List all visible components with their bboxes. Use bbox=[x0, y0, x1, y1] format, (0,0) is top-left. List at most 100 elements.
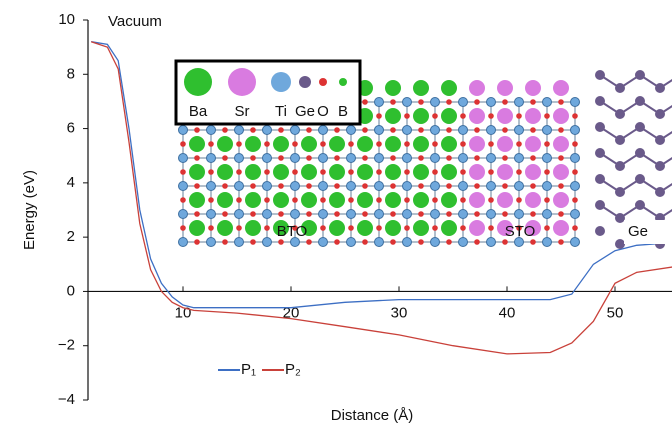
cation-atom bbox=[497, 220, 513, 236]
o-atom bbox=[180, 197, 186, 203]
o-atom bbox=[572, 197, 578, 203]
o-atom bbox=[558, 239, 564, 245]
ge-atom bbox=[615, 109, 625, 119]
ti-atom bbox=[290, 125, 300, 135]
ti-atom bbox=[458, 125, 468, 135]
o-atom bbox=[502, 127, 508, 133]
o-atom bbox=[558, 211, 564, 217]
o-atom bbox=[292, 225, 298, 231]
legend-atom-label: Ti bbox=[275, 103, 287, 120]
o-atom bbox=[460, 113, 466, 119]
ge-atom bbox=[655, 135, 665, 145]
cation-atom bbox=[525, 136, 541, 152]
ti-atom bbox=[346, 125, 356, 135]
o-atom bbox=[432, 169, 438, 175]
o-atom bbox=[488, 225, 494, 231]
o-atom bbox=[446, 99, 452, 105]
ti-atom bbox=[318, 181, 328, 191]
o-atom bbox=[488, 169, 494, 175]
cation-atom bbox=[357, 136, 373, 152]
o-atom bbox=[222, 155, 228, 161]
o-atom bbox=[474, 183, 480, 189]
legend-atom-label: Ba bbox=[189, 103, 208, 120]
cation-atom bbox=[469, 220, 485, 236]
ti-atom bbox=[318, 153, 328, 163]
cation-atom bbox=[497, 136, 513, 152]
o-atom bbox=[460, 141, 466, 147]
o-atom bbox=[516, 141, 522, 147]
cation-atom bbox=[525, 220, 541, 236]
o-atom bbox=[376, 169, 382, 175]
o-atom bbox=[516, 113, 522, 119]
o-atom bbox=[222, 183, 228, 189]
o-atom bbox=[222, 127, 228, 133]
cation-atom bbox=[469, 80, 485, 96]
o-atom bbox=[334, 155, 340, 161]
o-atom bbox=[446, 239, 452, 245]
o-atom bbox=[572, 141, 578, 147]
ti-atom bbox=[430, 181, 440, 191]
ti-atom bbox=[458, 237, 468, 247]
cation-atom bbox=[357, 220, 373, 236]
ge-atom bbox=[655, 109, 665, 119]
ti-atom bbox=[402, 237, 412, 247]
ge-atom bbox=[635, 200, 645, 210]
o-atom bbox=[516, 169, 522, 175]
o-atom bbox=[250, 239, 256, 245]
ti-atom bbox=[374, 125, 384, 135]
o-atom bbox=[306, 183, 312, 189]
ge-atom bbox=[615, 239, 625, 249]
legend-atom-label: Ge bbox=[295, 103, 315, 120]
ge-atom bbox=[635, 122, 645, 132]
o-atom bbox=[558, 127, 564, 133]
o-atom bbox=[544, 197, 550, 203]
o-atom bbox=[390, 183, 396, 189]
o-atom bbox=[446, 155, 452, 161]
ti-atom bbox=[290, 181, 300, 191]
o-atom bbox=[320, 225, 326, 231]
o-atom bbox=[208, 169, 214, 175]
cation-atom bbox=[217, 192, 233, 208]
o-atom bbox=[502, 99, 508, 105]
ti-atom bbox=[206, 181, 216, 191]
cation-atom bbox=[497, 164, 513, 180]
legend-atom bbox=[271, 72, 291, 92]
ti-atom bbox=[374, 237, 384, 247]
cation-atom bbox=[245, 220, 261, 236]
ti-atom bbox=[430, 125, 440, 135]
ti-atom bbox=[458, 153, 468, 163]
y-tick-label: 6 bbox=[67, 120, 75, 137]
cation-atom bbox=[441, 220, 457, 236]
ge-atom bbox=[595, 122, 605, 132]
o-atom bbox=[348, 225, 354, 231]
ti-atom bbox=[542, 97, 552, 107]
o-atom bbox=[432, 113, 438, 119]
o-atom bbox=[306, 155, 312, 161]
series-line bbox=[91, 41, 672, 309]
ti-atom bbox=[178, 153, 188, 163]
ti-atom bbox=[234, 237, 244, 247]
o-atom bbox=[250, 127, 256, 133]
o-atom bbox=[278, 211, 284, 217]
ti-atom bbox=[514, 125, 524, 135]
o-atom bbox=[418, 239, 424, 245]
o-atom bbox=[376, 197, 382, 203]
o-atom bbox=[292, 197, 298, 203]
x-tick-label: 20 bbox=[283, 304, 300, 321]
ti-atom bbox=[514, 209, 524, 219]
cation-atom bbox=[273, 136, 289, 152]
o-atom bbox=[236, 169, 242, 175]
cation-atom bbox=[189, 164, 205, 180]
o-atom bbox=[432, 197, 438, 203]
o-atom bbox=[502, 239, 508, 245]
o-atom bbox=[292, 141, 298, 147]
o-atom bbox=[404, 225, 410, 231]
o-atom bbox=[502, 211, 508, 217]
cation-atom bbox=[413, 164, 429, 180]
o-atom bbox=[320, 197, 326, 203]
y-tick-label: 8 bbox=[67, 65, 75, 82]
cation-atom bbox=[441, 164, 457, 180]
cation-atom bbox=[329, 136, 345, 152]
ti-atom bbox=[262, 209, 272, 219]
ti-atom bbox=[290, 237, 300, 247]
